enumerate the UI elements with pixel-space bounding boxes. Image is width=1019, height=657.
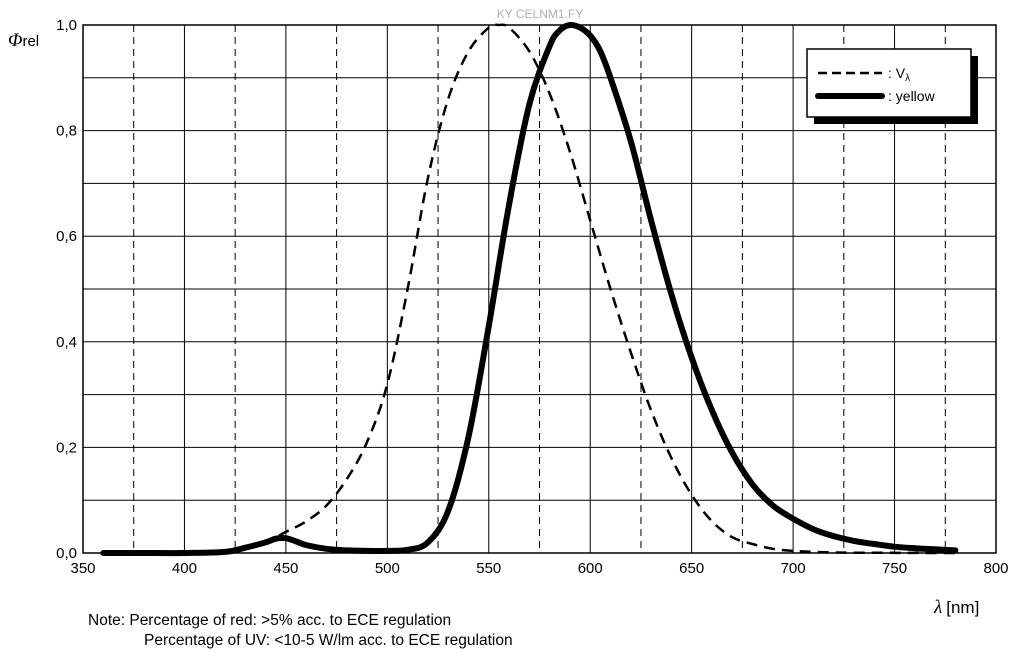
note-line-2: Percentage of UV: <10-5 W/lm acc. to ECE… <box>144 632 513 649</box>
y-axis-label: Φrel <box>8 30 39 51</box>
x-tick-label: 600 <box>578 560 603 577</box>
y-tick-label: 0,2 <box>56 439 77 456</box>
x-tick-label: 400 <box>172 560 197 577</box>
x-tick-label: 500 <box>375 560 400 577</box>
x-tick-label: 650 <box>679 560 704 577</box>
x-tick-label: 750 <box>882 560 907 577</box>
y-tick-label: 1,0 <box>56 17 77 34</box>
x-tick-label: 550 <box>476 560 501 577</box>
legend-label-v-lambda: : Vλ <box>888 65 910 84</box>
y-tick-label: 0,4 <box>56 334 77 351</box>
y-axis-symbol: Φ <box>8 30 22 51</box>
y-tick-label: 0,6 <box>56 228 77 245</box>
y-tick-label: 0,0 <box>56 545 77 562</box>
legend-box <box>806 48 972 118</box>
note-line-1: Note: Percentage of red: >5% acc. to ECE… <box>88 612 452 629</box>
x-axis-symbol: λ <box>933 597 942 618</box>
x-tick-label: 450 <box>273 560 298 577</box>
x-tick-label: 800 <box>983 560 1008 577</box>
y-axis-subscript: rel <box>22 33 39 50</box>
series-layer <box>100 21 959 557</box>
x-tick-label: 350 <box>70 560 95 577</box>
notes: Note: Percentage of red: >5% acc. to ECE… <box>88 611 513 651</box>
x-axis-unit: [nm] <box>946 598 979 617</box>
y-tick-label: 0,8 <box>56 123 77 140</box>
plot-frame <box>82 24 997 554</box>
x-tick-label: 700 <box>781 560 806 577</box>
series-line-yellow <box>100 21 959 557</box>
x-axis-label: λ [nm] <box>933 597 979 618</box>
series-line-v-lambda <box>244 23 956 555</box>
tick-labels: 350 400 450 500 550 600 650 700 750 800 0,0 0,2 0,4 0… <box>56 17 1008 577</box>
legend-label-yellow: : yellow <box>888 88 936 104</box>
watermark: KY CELNM1.FY <box>497 7 583 21</box>
legend: : Vλ : yellow <box>806 48 978 124</box>
